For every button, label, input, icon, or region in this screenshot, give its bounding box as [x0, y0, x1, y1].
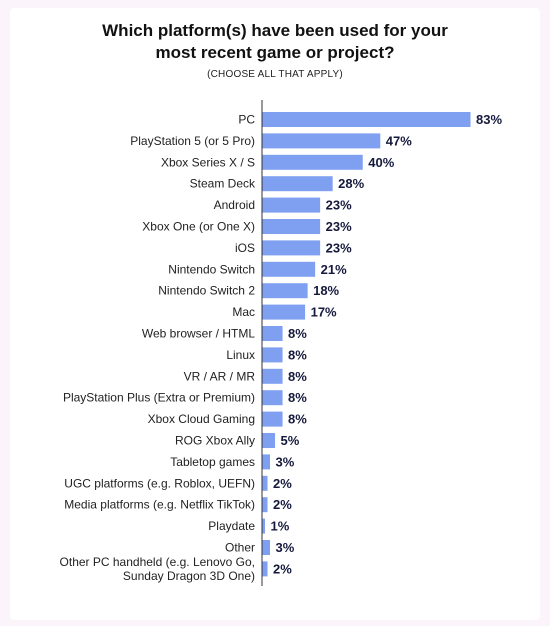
category-label: Media platforms (e.g. Netflix TikTok): [64, 498, 255, 512]
chart-title-line-1: Which platform(s) have been used for you…: [102, 21, 448, 40]
bar: [262, 411, 283, 427]
chart-subtitle: (CHOOSE ALL THAT APPLY): [207, 69, 343, 80]
bar: [262, 197, 321, 213]
bar: [262, 112, 471, 127]
bar: [262, 219, 321, 234]
value-label: 8%: [288, 326, 307, 341]
bar: [262, 176, 333, 192]
bar: [262, 133, 381, 149]
category-label: PlayStation 5 (or 5 Pro): [130, 134, 255, 148]
category-label: Sunday Dragon 3D One): [123, 569, 255, 583]
category-label: UGC platforms (e.g. Roblox, UEFN): [64, 476, 255, 490]
value-label: 18%: [313, 283, 339, 298]
category-label: iOS: [235, 241, 255, 255]
category-label: Nintendo Switch: [168, 262, 255, 276]
bar: [262, 390, 283, 406]
category-label: Nintendo Switch 2: [158, 284, 255, 298]
bar: [262, 368, 283, 384]
bar: [262, 475, 268, 491]
category-label: VR / AR / MR: [184, 369, 256, 383]
value-label: 3%: [276, 540, 295, 555]
value-label: 8%: [288, 369, 307, 384]
value-label: 21%: [321, 262, 347, 277]
category-label: PlayStation Plus (Extra or Premium): [63, 391, 255, 405]
value-label: 8%: [288, 347, 307, 362]
category-label: ROG Xbox Ally: [175, 434, 255, 448]
bar: [262, 240, 321, 256]
value-label: 17%: [311, 305, 337, 320]
value-label: 23%: [326, 219, 352, 234]
category-label: Playdate: [208, 519, 255, 533]
bar: [262, 304, 306, 320]
value-label: 2%: [273, 476, 292, 491]
value-label: 8%: [288, 390, 307, 405]
bar: [262, 347, 283, 363]
category-label: Android: [214, 198, 255, 212]
bar: [262, 261, 316, 277]
value-label: 83%: [476, 112, 502, 127]
value-label: 40%: [368, 155, 394, 170]
value-label: 3%: [276, 454, 295, 469]
bar: [262, 540, 271, 555]
category-label: Xbox Cloud Gaming: [148, 412, 255, 426]
bar: [262, 518, 266, 534]
value-label: 1%: [271, 519, 290, 534]
value-label: 2%: [273, 561, 292, 576]
bar: [262, 454, 271, 470]
category-label: PC: [238, 113, 255, 127]
bar: [262, 497, 268, 513]
value-label: 23%: [326, 198, 352, 213]
bar: [262, 561, 268, 577]
value-label: 47%: [386, 133, 412, 148]
category-label: Mac: [232, 305, 255, 319]
bar: [262, 283, 308, 299]
category-label: Linux: [226, 348, 255, 362]
value-label: 5%: [281, 433, 300, 448]
category-label: Web browser / HTML: [142, 327, 255, 341]
bar: [262, 433, 276, 448]
category-label: Steam Deck: [190, 177, 256, 191]
category-label: Xbox One (or One X): [142, 220, 255, 234]
value-label: 8%: [288, 412, 307, 427]
value-label: 2%: [273, 497, 292, 512]
category-label: Xbox Series X / S: [161, 155, 255, 169]
category-label: Tabletop games: [170, 455, 255, 469]
category-label: Other: [225, 541, 255, 555]
chart-title-line-2: most recent game or project?: [155, 43, 395, 62]
bar: [262, 326, 283, 341]
bar: [262, 154, 363, 170]
value-label: 23%: [326, 240, 352, 255]
category-label: Other PC handheld (e.g. Lenovo Go,: [60, 555, 255, 569]
value-label: 28%: [338, 176, 364, 191]
